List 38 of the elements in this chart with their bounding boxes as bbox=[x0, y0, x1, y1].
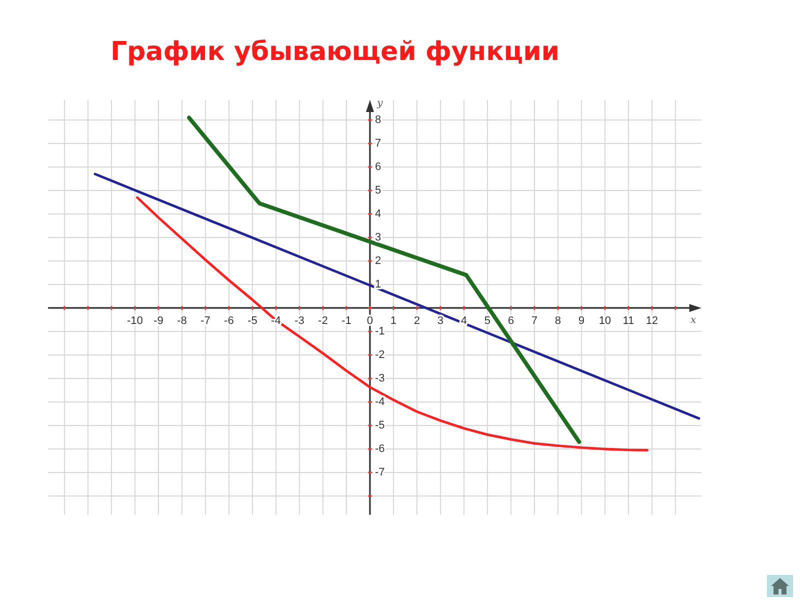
x-tick-label: 12 bbox=[646, 314, 658, 327]
y-tick-label: 2 bbox=[374, 254, 382, 267]
x-tick-label: -1 bbox=[342, 314, 352, 327]
y-tick-label: -5 bbox=[374, 419, 385, 432]
x-tick-label: 1 bbox=[390, 314, 397, 327]
y-tick-label: 8 bbox=[374, 114, 382, 126]
y-axis-title: y bbox=[376, 98, 384, 109]
y-tick-label: -1 bbox=[374, 325, 385, 338]
y-tick-label: 3 bbox=[374, 231, 382, 244]
x-tick-label: 6 bbox=[508, 314, 514, 327]
y-tick-label: -4 bbox=[374, 396, 385, 408]
x-tick-label: -9 bbox=[154, 314, 164, 327]
y-tick-label: 7 bbox=[374, 137, 382, 150]
x-tick-label: 9 bbox=[578, 314, 585, 327]
chart-title: График убывающей функции bbox=[110, 37, 560, 67]
y-tick-label: 5 bbox=[374, 184, 382, 196]
y-tick-label: 6 bbox=[374, 160, 382, 173]
x-tick-label: 7 bbox=[531, 314, 538, 327]
x-tick-label: -8 bbox=[177, 314, 187, 327]
x-tick-label: 2 bbox=[414, 314, 420, 327]
x-tick-label: 11 bbox=[622, 314, 634, 327]
x-axis-title: x bbox=[690, 314, 696, 326]
y-tick-label: -2 bbox=[374, 348, 385, 361]
y-tick-label: -3 bbox=[374, 372, 385, 384]
x-tick-label: -2 bbox=[318, 314, 328, 327]
y-tick-label: 4 bbox=[374, 208, 382, 220]
x-tick-label: -7 bbox=[200, 314, 210, 327]
y-tick-label: -6 bbox=[374, 442, 385, 455]
y-tick-label: -7 bbox=[374, 466, 385, 478]
x-tick-label: 8 bbox=[554, 314, 562, 327]
x-tick-label: -6 bbox=[224, 314, 234, 327]
x-tick-label: 5 bbox=[484, 314, 491, 327]
x-tick-label: -5 bbox=[248, 314, 258, 327]
x-tick-label: -10 bbox=[126, 314, 143, 327]
y-tick-label: 1 bbox=[374, 278, 382, 290]
x-tick-label: -3 bbox=[294, 314, 304, 327]
x-tick-label: 10 bbox=[598, 314, 612, 327]
x-tick-label: 3 bbox=[437, 314, 444, 327]
